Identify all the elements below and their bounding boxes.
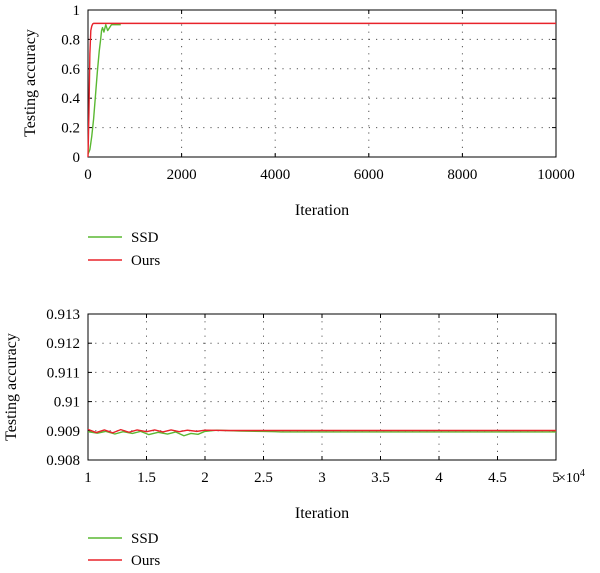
chart-2-y-tick-label: 0.91 xyxy=(54,395,80,411)
chart-1-x-tick-label: 0 xyxy=(84,167,92,183)
chart-2-x-tick-label: 1.5 xyxy=(137,470,156,486)
chart-2-x-tick-label: 1 xyxy=(84,470,92,486)
chart-2-grid xyxy=(88,314,556,460)
chart-2-x-tick-label: 2 xyxy=(201,470,209,486)
chart-2: 1 1.5 2 2.5 3 3.5 4 4.5 5 0.908 0.909 0.91 0.911 0.91… xyxy=(3,307,585,569)
chart-1-legend: SSD Ours xyxy=(88,230,160,269)
chart-2-y-tick-label: 0.911 xyxy=(47,365,80,381)
chart-2-x-tick-label: 3.5 xyxy=(371,470,390,486)
chart-2-x-axis-label: Iteration xyxy=(295,505,349,522)
chart-1-x-axis-label: Iteration xyxy=(295,202,349,219)
chart-2-x-multiplier-base: ×10 xyxy=(558,471,580,486)
chart-1-plot-frame xyxy=(87,9,557,158)
chart-1-series-ours xyxy=(87,22,556,158)
chart-2-series-ssd xyxy=(87,429,556,437)
chart-2-legend-label-ssd: SSD xyxy=(131,531,159,547)
chart-2-ticks: 1 1.5 2 2.5 3 3.5 4 4.5 5 0.908 0.909 0.91 0.911 0.91… xyxy=(46,307,560,486)
chart-1-y-tick-label: 0.6 xyxy=(61,62,80,78)
chart-2-x-multiplier: ×104 xyxy=(558,468,585,486)
chart-1: 0 2000 4000 6000 8000 10000 0 0.2 0.4 0.6 0.8 1 Ite… xyxy=(22,3,575,269)
chart-1-y-tick-label: 0.2 xyxy=(61,121,80,137)
chart-2-legend-label-ours: Ours xyxy=(131,553,160,569)
chart-2-x-tick-label: 5 xyxy=(552,470,560,486)
chart-1-y-tick-label: 1 xyxy=(73,3,81,19)
chart-2-x-multiplier-exponent: 4 xyxy=(580,468,585,479)
chart-1-legend-label-ours: Ours xyxy=(131,253,160,269)
chart-2-y-tick-label: 0.913 xyxy=(46,307,80,323)
chart-1-y-tick-label: 0.4 xyxy=(61,91,80,107)
chart-2-x-tick-label: 3 xyxy=(318,470,326,486)
chart-2-x-tick-label: 4 xyxy=(435,470,443,486)
chart-1-x-tick-label: 4000 xyxy=(260,167,290,183)
chart-1-series xyxy=(87,22,556,158)
chart-1-x-tick-label: 10000 xyxy=(537,167,575,183)
chart-1-legend-label-ssd: SSD xyxy=(131,230,159,246)
chart-1-y-tick-label: 0.8 xyxy=(61,32,80,48)
chart-1-y-axis-label: Testing accuracy xyxy=(22,29,39,137)
chart-1-y-tick-label: 0 xyxy=(73,150,81,166)
chart-2-y-axis-label: Testing accuracy xyxy=(3,333,20,441)
chart-2-series xyxy=(87,428,556,437)
chart-2-legend: SSD Ours xyxy=(88,531,160,569)
chart-1-grid xyxy=(88,10,556,157)
chart-1-x-tick-label: 8000 xyxy=(447,167,477,183)
chart-1-series-ssd xyxy=(87,24,121,155)
chart-2-x-tick-label: 4.5 xyxy=(488,470,507,486)
chart-2-y-tick-label: 0.912 xyxy=(46,336,80,352)
chart-1-ticks: 0 2000 4000 6000 8000 10000 0 0.2 0.4 0.6 0.8 1 xyxy=(61,3,575,183)
chart-1-x-tick-label: 2000 xyxy=(167,167,197,183)
chart-2-series-ours xyxy=(87,428,556,434)
chart-2-x-tick-label: 2.5 xyxy=(254,470,273,486)
chart-1-x-tick-label: 6000 xyxy=(354,167,384,183)
chart-2-y-tick-label: 0.909 xyxy=(46,424,80,440)
chart-2-y-tick-label: 0.908 xyxy=(46,453,80,469)
